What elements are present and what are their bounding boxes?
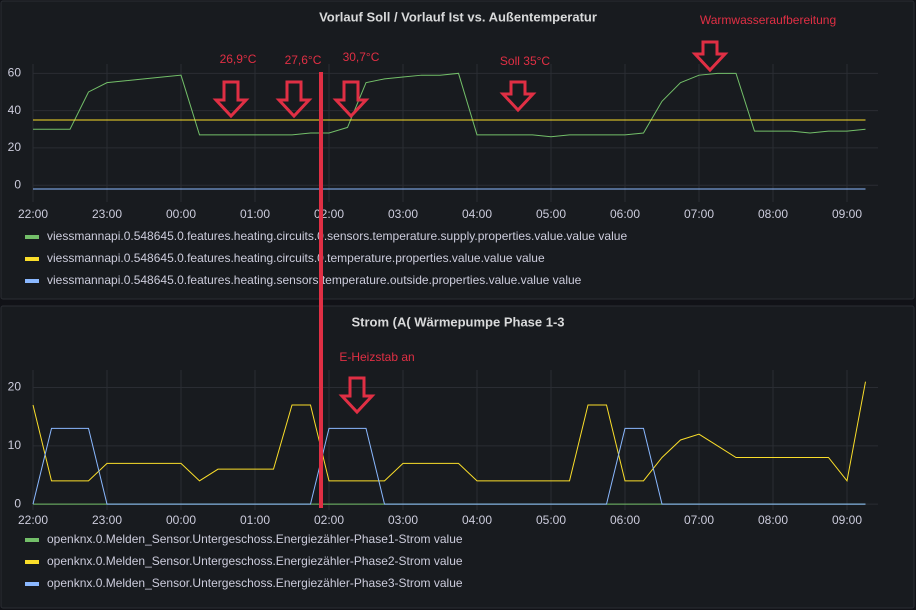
legend-label: viessmannapi.0.548645.0.features.heating… — [47, 273, 582, 287]
legend-label: openknx.0.Melden_Sensor.Untergeschoss.En… — [47, 576, 463, 590]
x-tick-label: 05:00 — [536, 513, 566, 527]
series-line — [32, 381, 866, 483]
legend-label: openknx.0.Melden_Sensor.Untergeschoss.En… — [47, 532, 463, 546]
arrows — [212, 40, 729, 415]
y-tick-label: 20 — [8, 380, 22, 394]
x-tick-label: 02:00 — [314, 513, 344, 527]
legend-label: viessmannapi.0.548645.0.features.heating… — [47, 229, 627, 243]
x-tick-label: 02:00 — [314, 207, 344, 221]
x-tick-label: 07:00 — [684, 513, 714, 527]
panel-title: Vorlauf Soll / Vorlauf Ist vs. Außentemp… — [319, 9, 597, 24]
x-tick-label: 03:00 — [388, 207, 418, 221]
x-tick-label: 05:00 — [536, 207, 566, 221]
y-tick-label: 60 — [8, 65, 22, 79]
annotations: 26,9°C 27,6°C 30,7°C Soll 35°C Warmwasse… — [220, 13, 837, 364]
arrow — [338, 376, 376, 415]
x-tick-label: 00:00 — [166, 513, 196, 527]
x-tick-label: 09:00 — [832, 207, 862, 221]
y-tick-label: 0 — [14, 496, 21, 510]
annotation: 26,9°C — [220, 52, 257, 66]
x-tick-label: 01:00 — [240, 513, 270, 527]
x-tick-label: 06:00 — [610, 513, 640, 527]
x-tick-label: 23:00 — [92, 513, 122, 527]
x-tick-label: 01:00 — [240, 207, 270, 221]
y-tick-label: 0 — [14, 177, 21, 191]
arrow — [275, 80, 313, 119]
x-tick-label: 22:00 — [18, 513, 48, 527]
series-line — [33, 72, 866, 138]
panel — [0, 0, 915, 300]
annotation: 30,7°C — [343, 50, 380, 64]
plots: 0 20 40 60 22:00 23:00 00:00 01:00 02:00 03:00 04:… — [8, 64, 878, 590]
x-tick-label: 00:00 — [166, 207, 196, 221]
legend-label: openknx.0.Melden_Sensor.Untergeschoss.En… — [47, 554, 463, 568]
x-tick-label: 23:00 — [92, 207, 122, 221]
y-tick-label: 40 — [8, 103, 22, 117]
arrow — [212, 80, 250, 119]
x-tick-label: 04:00 — [462, 513, 492, 527]
legend-label: viessmannapi.0.548645.0.features.heating… — [47, 251, 545, 265]
x-tick-label: 08:00 — [758, 513, 788, 527]
series-line — [32, 427, 866, 505]
x-tick-label: 22:00 — [18, 207, 48, 221]
x-tick-label: 06:00 — [610, 207, 640, 221]
annotation: Soll 35°C — [500, 54, 550, 68]
x-tick-label: 07:00 — [684, 207, 714, 221]
panel — [0, 305, 915, 609]
x-tick-label: 04:00 — [462, 207, 492, 221]
x-tick-label: 09:00 — [832, 513, 862, 527]
annotation: Warmwasseraufbereitung — [700, 13, 836, 27]
x-tick-label: 03:00 — [388, 513, 418, 527]
arrow — [332, 80, 370, 119]
arrow — [499, 80, 537, 113]
arrow — [691, 40, 729, 73]
x-tick-label: 08:00 — [758, 207, 788, 221]
annotation: E-Heizstab an — [339, 350, 414, 364]
y-tick-label: 20 — [8, 140, 22, 154]
panel-title: Strom (A( Wärmepumpe Phase 1-3 — [351, 314, 564, 329]
y-tick-label: 10 — [8, 438, 22, 452]
annotation: 27,6°C — [285, 53, 322, 67]
